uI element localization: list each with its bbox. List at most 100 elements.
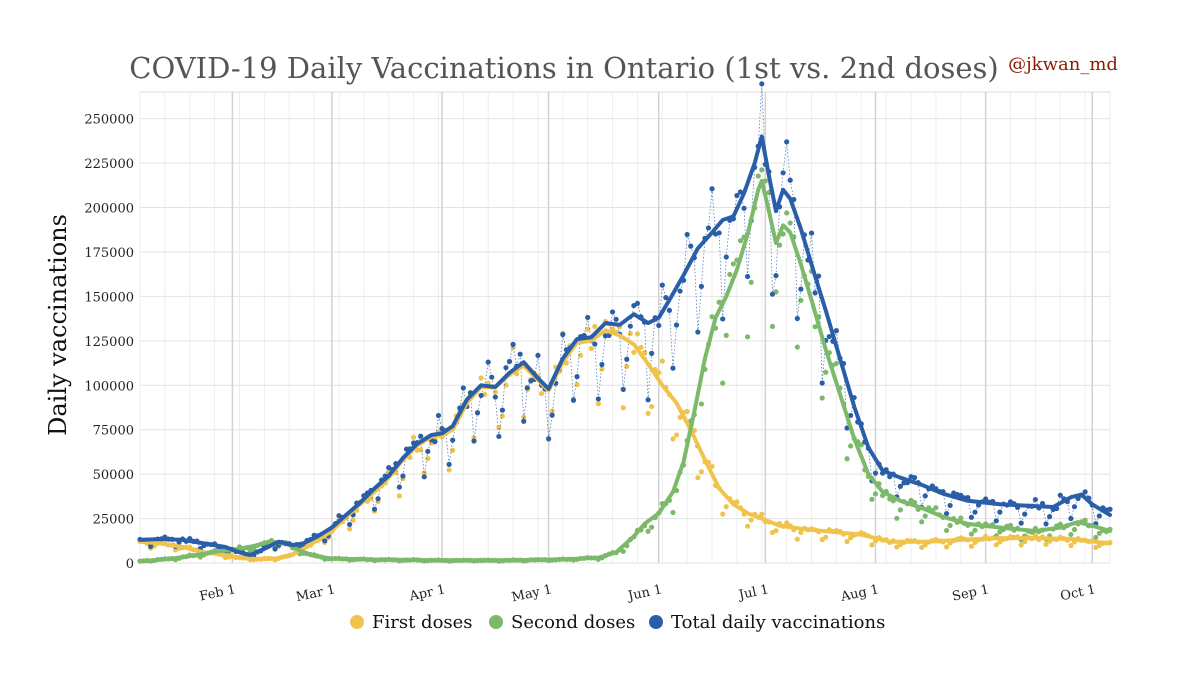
daily-connector: [786, 141, 791, 181]
daily-point: [737, 238, 744, 244]
daily-connector: [953, 492, 958, 495]
daily-point: [869, 496, 875, 502]
daily-connector: [526, 380, 532, 389]
daily-connector: [509, 344, 514, 362]
daily-connector: [562, 334, 567, 350]
daily-point: [784, 139, 790, 145]
daily-connector: [402, 449, 407, 477]
daily-point: [972, 527, 978, 533]
daily-point: [716, 299, 722, 305]
y-tick-label: 200000: [84, 202, 134, 217]
daily-point: [720, 380, 726, 386]
daily-point: [744, 334, 751, 340]
daily-point: [624, 363, 630, 369]
x-tick-label: Aug 1: [839, 582, 881, 605]
daily-point: [595, 401, 601, 407]
daily-point: [638, 344, 644, 350]
daily-point: [947, 522, 953, 529]
daily-point: [649, 524, 655, 530]
daily-point: [720, 511, 726, 517]
daily-point: [627, 330, 633, 337]
daily-point: [350, 517, 356, 523]
daily-point: [148, 543, 154, 549]
daily-point: [592, 323, 598, 330]
daily-point: [727, 271, 733, 278]
daily-connector: [573, 376, 578, 401]
daily-point: [730, 261, 736, 267]
daily-connector: [1045, 516, 1050, 525]
daily-connector: [697, 286, 702, 333]
daily-point: [848, 443, 854, 449]
daily-point: [858, 442, 864, 448]
daily-connector: [672, 324, 677, 369]
daily-connector: [548, 415, 553, 439]
daily-point: [968, 531, 975, 537]
daily-point: [631, 349, 637, 355]
legend-marker: [649, 615, 663, 629]
daily-point: [709, 314, 715, 320]
daily-point: [410, 434, 417, 440]
y-axis-label: Daily vaccinations: [44, 214, 72, 436]
daily-point: [684, 408, 690, 415]
daily-connector: [558, 334, 564, 370]
daily-point: [922, 513, 928, 519]
daily-connector: [1017, 507, 1022, 524]
daily-point: [670, 436, 676, 442]
daily-connector: [910, 476, 915, 479]
daily-connector: [775, 206, 780, 276]
legend-marker: [350, 615, 364, 629]
daily-point: [759, 511, 765, 517]
daily-connector: [793, 199, 798, 319]
x-tick-label: May 1: [510, 582, 553, 605]
x-tick-label: Feb 1: [198, 582, 237, 604]
daily-connector: [971, 511, 976, 518]
daily-point: [396, 493, 402, 499]
daily-point: [993, 542, 999, 548]
daily-point: [673, 432, 680, 438]
y-tick-label: 150000: [84, 290, 134, 305]
daily-point: [844, 456, 850, 462]
chart-title: COVID-19 Daily Vaccinations in Ontario (…: [129, 51, 999, 85]
daily-connector: [583, 317, 589, 336]
daily-connector: [1106, 508, 1111, 511]
x-tick-label: Oct 1: [1059, 582, 1097, 604]
daily-point: [716, 230, 722, 236]
daily-connector: [487, 361, 493, 378]
daily-connector: [477, 395, 482, 413]
x-tick-label: Sep 1: [951, 582, 991, 604]
daily-point: [425, 455, 431, 462]
daily-connector: [388, 467, 393, 470]
daily-point: [919, 519, 925, 525]
daily-connector: [445, 430, 450, 465]
daily-point: [869, 542, 875, 548]
y-tick-label: 125000: [84, 335, 134, 350]
daily-connector: [782, 141, 788, 173]
daily-point: [844, 539, 850, 545]
daily-connector: [324, 535, 329, 542]
daily-point: [897, 507, 903, 513]
daily-point: [609, 326, 616, 332]
daily-point: [1068, 542, 1074, 549]
y-tick-label: 0: [126, 557, 134, 572]
daily-connector: [338, 515, 343, 518]
daily-connector: [566, 347, 571, 351]
daily-point: [759, 167, 765, 173]
daily-connector: [892, 473, 898, 497]
daily-point: [659, 358, 665, 364]
daily-point: [833, 360, 840, 367]
daily-connector: [1049, 509, 1054, 517]
daily-connector: [700, 238, 706, 287]
daily-point: [656, 369, 662, 376]
daily-connector: [768, 171, 773, 295]
daily-point: [755, 173, 761, 179]
daily-connector: [505, 361, 510, 368]
daily-point: [748, 517, 754, 523]
daily-point: [848, 535, 854, 541]
daily-point: [787, 177, 793, 183]
daily-point: [968, 514, 975, 520]
daily-connector: [796, 289, 802, 319]
daily-point: [1107, 506, 1113, 512]
daily-point: [418, 447, 424, 453]
legend-label: Total daily vaccinations: [671, 612, 885, 633]
